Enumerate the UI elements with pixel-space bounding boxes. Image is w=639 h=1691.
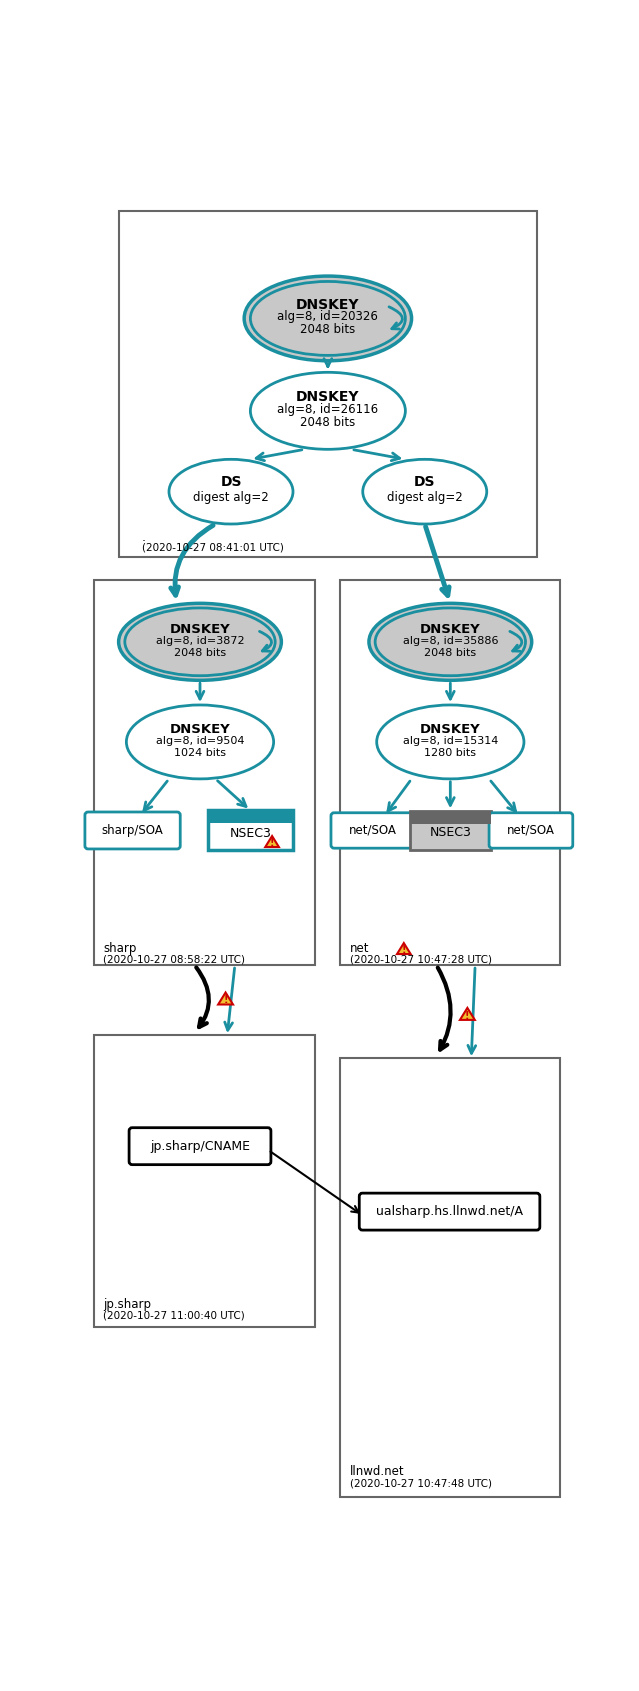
Text: alg=8, id=9504: alg=8, id=9504 — [156, 736, 244, 746]
Ellipse shape — [244, 276, 412, 360]
Polygon shape — [265, 835, 279, 847]
Text: net: net — [350, 942, 369, 955]
Text: 2048 bits: 2048 bits — [300, 323, 355, 337]
Bar — [208, 810, 293, 824]
Bar — [410, 812, 491, 824]
Ellipse shape — [377, 705, 524, 780]
Ellipse shape — [250, 281, 405, 355]
Text: !: ! — [465, 1011, 470, 1021]
Text: !: ! — [401, 945, 406, 955]
FancyBboxPatch shape — [129, 1128, 271, 1165]
Bar — [339, 580, 560, 966]
Text: .: . — [142, 531, 146, 545]
Bar — [208, 810, 293, 851]
Text: net/SOA: net/SOA — [507, 824, 555, 837]
Text: NSEC3: NSEC3 — [229, 827, 272, 840]
Text: alg=8, id=20326: alg=8, id=20326 — [277, 311, 378, 323]
Text: DNSKEY: DNSKEY — [296, 298, 360, 311]
Ellipse shape — [125, 609, 275, 676]
Text: digest alg=2: digest alg=2 — [387, 490, 463, 504]
Ellipse shape — [119, 604, 281, 680]
Text: 1280 bits: 1280 bits — [424, 749, 476, 759]
Text: DNSKEY: DNSKEY — [169, 622, 231, 636]
Ellipse shape — [369, 604, 532, 680]
Text: 2048 bits: 2048 bits — [300, 416, 355, 430]
Text: net/SOA: net/SOA — [349, 824, 397, 837]
Ellipse shape — [250, 372, 405, 450]
Bar — [119, 211, 537, 556]
Polygon shape — [397, 944, 411, 954]
Ellipse shape — [375, 609, 525, 676]
Text: alg=8, id=26116: alg=8, id=26116 — [277, 402, 378, 416]
Text: (2020-10-27 11:00:40 UTC): (2020-10-27 11:00:40 UTC) — [103, 1311, 245, 1321]
Text: !: ! — [270, 839, 274, 849]
Bar — [410, 812, 491, 849]
Text: DNSKEY: DNSKEY — [420, 724, 481, 736]
Text: DNSKEY: DNSKEY — [169, 724, 231, 736]
FancyBboxPatch shape — [359, 1194, 540, 1229]
Text: jp.sharp/CNAME: jp.sharp/CNAME — [150, 1140, 250, 1153]
Text: alg=8, id=35886: alg=8, id=35886 — [403, 636, 498, 646]
Text: DS: DS — [414, 475, 436, 489]
Text: sharp: sharp — [103, 942, 137, 955]
Text: 1024 bits: 1024 bits — [174, 749, 226, 759]
Text: digest alg=2: digest alg=2 — [193, 490, 269, 504]
Ellipse shape — [127, 705, 273, 780]
Polygon shape — [218, 993, 233, 1004]
Text: (2020-10-27 10:47:48 UTC): (2020-10-27 10:47:48 UTC) — [350, 1478, 491, 1488]
Text: (2020-10-27 08:58:22 UTC): (2020-10-27 08:58:22 UTC) — [103, 954, 245, 964]
Text: sharp/SOA: sharp/SOA — [102, 824, 164, 837]
Text: DS: DS — [220, 475, 242, 489]
Text: 2048 bits: 2048 bits — [424, 648, 477, 658]
Text: alg=8, id=3872: alg=8, id=3872 — [156, 636, 244, 646]
Text: jp.sharp: jp.sharp — [103, 1297, 151, 1311]
Text: 2048 bits: 2048 bits — [174, 648, 226, 658]
Text: alg=8, id=15314: alg=8, id=15314 — [403, 736, 498, 746]
Text: (2020-10-27 08:41:01 UTC): (2020-10-27 08:41:01 UTC) — [142, 543, 284, 553]
Text: DNSKEY: DNSKEY — [296, 391, 360, 404]
Ellipse shape — [169, 460, 293, 524]
Bar — [339, 1057, 560, 1497]
Bar — [94, 1035, 314, 1327]
Text: DNSKEY: DNSKEY — [420, 622, 481, 636]
Text: NSEC3: NSEC3 — [429, 827, 472, 839]
Text: (2020-10-27 10:47:28 UTC): (2020-10-27 10:47:28 UTC) — [350, 954, 491, 964]
Text: ualsharp.hs.llnwd.net/A: ualsharp.hs.llnwd.net/A — [376, 1206, 523, 1218]
Polygon shape — [460, 1008, 475, 1020]
Text: !: ! — [223, 996, 228, 1006]
FancyBboxPatch shape — [331, 813, 415, 849]
Text: llnwd.net: llnwd.net — [350, 1466, 404, 1478]
Ellipse shape — [363, 460, 487, 524]
Bar — [94, 580, 314, 966]
FancyBboxPatch shape — [85, 812, 180, 849]
FancyBboxPatch shape — [489, 813, 573, 849]
